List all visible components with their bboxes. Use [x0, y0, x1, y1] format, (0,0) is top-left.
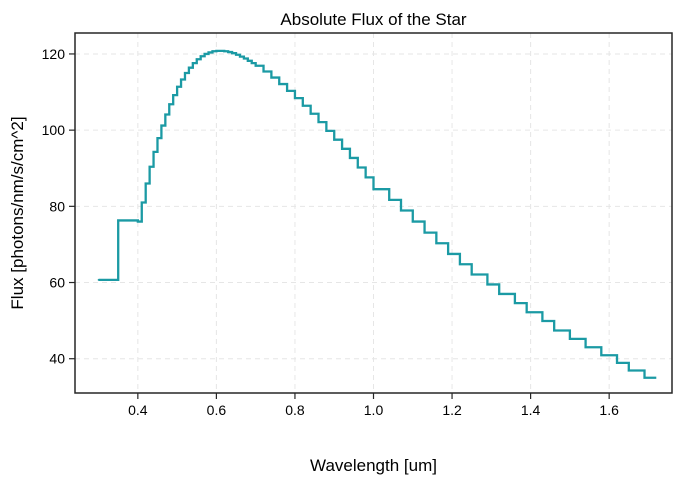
flux-data-point — [254, 64, 257, 67]
flux-data-point — [211, 50, 214, 53]
flux-data-point — [349, 157, 351, 159]
x-tick-label: 0.4 — [128, 402, 148, 418]
flux-data-point — [584, 346, 587, 349]
flux-data-point — [333, 138, 336, 141]
y-tick-label: 40 — [49, 351, 65, 367]
ticks: 0.4 0.6 0.8 1.0 1.2 1.4 1.6 40 60 80 100 120 — [42, 46, 619, 418]
flux-data-point — [156, 137, 159, 140]
x-tick-label: 0.6 — [207, 402, 227, 418]
flux-data-point — [199, 55, 202, 58]
flux-data-point — [227, 51, 230, 53]
flux-data-point — [388, 198, 391, 201]
flux-data-point — [513, 302, 516, 304]
flux-data-point — [270, 76, 273, 79]
grid — [75, 33, 672, 393]
flux-data-point — [262, 70, 265, 73]
x-tick-label: 1.2 — [442, 402, 462, 418]
flux-data-point — [180, 78, 182, 81]
flux-data-point — [278, 83, 281, 85]
flux-data-point — [164, 113, 167, 116]
y-tick-label: 120 — [42, 46, 66, 62]
flux-data-point — [435, 242, 438, 245]
flux-data-point — [223, 50, 226, 53]
flux-data-point — [203, 53, 206, 55]
flux-data-point — [184, 72, 186, 74]
x-tick-label: 1.0 — [364, 402, 384, 418]
flux-data-point — [160, 124, 163, 127]
flux-data-point — [356, 166, 359, 169]
flux-data-point — [246, 59, 249, 62]
series — [97, 49, 657, 379]
flux-data-point — [235, 53, 237, 56]
flux-data-point — [207, 51, 210, 54]
flux-data-point — [470, 273, 473, 276]
y-tick-label: 80 — [49, 198, 65, 214]
x-tick-label: 0.8 — [285, 402, 305, 418]
flux-data-point — [364, 176, 367, 179]
flux-data-point — [301, 104, 304, 107]
flux-data-point — [627, 369, 630, 372]
flux-data-point — [172, 94, 175, 96]
flux-data-point — [600, 354, 603, 357]
x-tick-label: 1.4 — [521, 402, 541, 418]
flux-data-point — [117, 219, 120, 222]
flux-data-point — [325, 130, 328, 132]
flux-data-point — [191, 62, 194, 64]
flux-data-point — [400, 209, 402, 212]
flux-data-point — [317, 121, 320, 124]
flux-data-point — [309, 112, 312, 115]
flux-data-point — [215, 50, 218, 52]
flux-data-point — [553, 329, 556, 332]
flux-data-point — [250, 62, 253, 64]
flux-data-point — [568, 338, 571, 340]
flux-data-point — [341, 147, 343, 150]
flux-data-point — [486, 283, 489, 286]
x-tick-label: 1.6 — [599, 402, 619, 418]
flux-data-point — [152, 150, 155, 153]
y-tick-label: 100 — [42, 122, 66, 138]
flux-data-point — [423, 231, 426, 234]
flux-data-point — [168, 103, 171, 106]
flux-data-point — [411, 220, 414, 223]
flux-data-point — [242, 57, 245, 60]
flux-data-point — [372, 188, 375, 191]
flux-data-point — [525, 311, 528, 314]
flux-data-point — [140, 201, 143, 204]
flux-data-point — [219, 50, 222, 52]
flux-data-point — [498, 293, 501, 295]
plot-frame — [74, 32, 673, 394]
flux-data-point — [239, 55, 241, 58]
flux-series-line — [98, 49, 657, 379]
chart-title: Absolute Flux of the Star — [280, 10, 466, 29]
flux-data-point — [286, 90, 288, 92]
y-axis-label: Flux [photons/nm/s/cm^2] — [8, 116, 27, 309]
flux-data-point — [188, 66, 190, 69]
flux-data-point — [459, 263, 461, 266]
flux-data-point — [176, 85, 179, 88]
flux-data-point — [541, 320, 544, 322]
flux-data-point — [447, 253, 450, 255]
flux-data-point — [148, 165, 151, 168]
flux-data-point — [136, 220, 139, 223]
flux-data-point — [97, 278, 100, 281]
flux-data-point — [231, 52, 234, 55]
flux-data-point — [195, 58, 198, 61]
flux-data-point — [616, 362, 618, 364]
x-axis-label: Wavelength [um] — [310, 456, 437, 475]
flux-data-point — [294, 97, 296, 100]
flux-data-point — [144, 182, 147, 185]
y-tick-label: 60 — [49, 275, 65, 291]
flux-data-point — [643, 376, 646, 379]
